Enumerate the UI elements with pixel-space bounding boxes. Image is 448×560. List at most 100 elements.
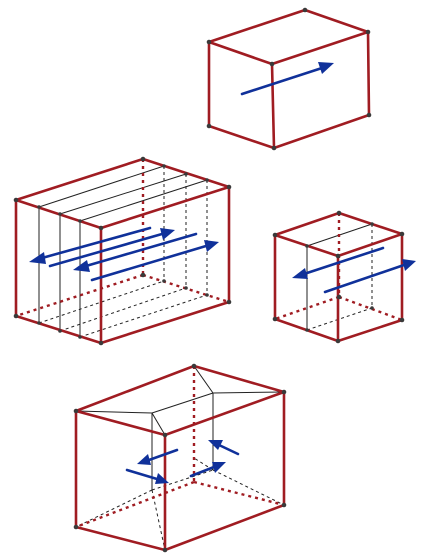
- vertex: [336, 294, 342, 300]
- vertex: [269, 61, 275, 67]
- edge: [336, 318, 404, 343]
- partition-edge: [75, 489, 153, 528]
- partition-edge: [151, 469, 214, 491]
- vertex: [370, 222, 374, 226]
- slab-edge: [59, 173, 187, 215]
- vertex: [162, 547, 168, 553]
- vertex: [281, 389, 287, 395]
- vertex: [191, 363, 197, 369]
- vertex: [13, 313, 19, 319]
- vertex: [206, 39, 212, 45]
- vector-arrow: [90, 240, 219, 282]
- slab-edge: [38, 280, 165, 324]
- vector-arrow: [323, 259, 416, 294]
- partition-edge: [151, 392, 214, 414]
- vertex: [335, 253, 341, 259]
- vertex: [58, 212, 62, 216]
- vertex: [162, 164, 166, 168]
- edge: [366, 30, 371, 117]
- slab-edge: [79, 294, 208, 338]
- vertex: [335, 338, 341, 344]
- edge: [303, 8, 370, 34]
- vertex: [399, 231, 405, 237]
- vertex: [302, 7, 308, 13]
- vector-arrow: [208, 440, 240, 456]
- vertex: [73, 524, 79, 530]
- vertex: [272, 316, 278, 322]
- vertex: [98, 340, 104, 346]
- box-figure-2: [13, 156, 232, 346]
- vertex: [365, 29, 371, 35]
- vector-arrow: [189, 462, 226, 478]
- vertex: [305, 244, 309, 248]
- edge: [14, 157, 145, 202]
- partition-edge: [151, 412, 166, 436]
- partition-edge: [212, 391, 285, 394]
- vertex: [162, 279, 166, 283]
- vertex: [37, 321, 41, 325]
- vertex: [78, 219, 82, 223]
- vertex: [73, 408, 79, 414]
- slab-edge: [38, 165, 165, 208]
- slab-edge: [59, 287, 187, 332]
- vertex: [140, 156, 146, 162]
- vector-arrow: [240, 62, 334, 96]
- edge: [207, 40, 274, 66]
- hidden-edge: [142, 273, 230, 304]
- slab-edge: [306, 307, 373, 331]
- hidden-edge: [193, 480, 285, 507]
- partition-edge: [193, 365, 214, 394]
- vertex: [226, 299, 232, 305]
- vector-arrow: [125, 468, 169, 484]
- vertex: [399, 317, 405, 323]
- vertex: [13, 197, 19, 203]
- edge: [74, 409, 167, 437]
- vertex: [272, 232, 278, 238]
- box-figure-4: [73, 363, 287, 553]
- vertex: [162, 432, 168, 438]
- vertex: [281, 502, 287, 508]
- edge: [74, 525, 167, 552]
- vector-arrow: [137, 448, 179, 465]
- edge: [273, 211, 341, 237]
- hidden-edge: [274, 295, 340, 321]
- vertex: [205, 178, 209, 182]
- partition-edge: [151, 489, 166, 551]
- edge: [272, 113, 371, 150]
- vector-arrow: [292, 246, 385, 279]
- vertex: [336, 210, 342, 216]
- vertex: [98, 225, 104, 231]
- edge: [74, 364, 196, 413]
- vertex: [78, 335, 82, 339]
- vertex: [37, 205, 41, 209]
- vertex: [271, 145, 277, 151]
- edge: [14, 314, 103, 345]
- vertex: [140, 272, 146, 278]
- edge: [336, 232, 404, 258]
- vector-arrow: [48, 228, 175, 268]
- vertex: [226, 184, 232, 190]
- vertex: [370, 306, 374, 310]
- edge: [207, 8, 307, 44]
- edge: [99, 300, 231, 345]
- hidden-edge: [15, 273, 144, 318]
- edge: [192, 364, 286, 394]
- edge: [207, 124, 276, 150]
- vertex: [366, 112, 372, 118]
- edge: [163, 390, 286, 437]
- vector-arrow: [29, 226, 152, 264]
- edge: [163, 503, 286, 552]
- vertex: [184, 286, 188, 290]
- vertex: [205, 293, 209, 297]
- vertex: [206, 123, 212, 129]
- edge: [270, 62, 276, 150]
- partition-edge: [75, 410, 153, 414]
- partition-edge: [193, 457, 214, 471]
- vertex: [58, 329, 62, 333]
- box-figure-3: [272, 210, 416, 344]
- hidden-edge: [75, 480, 195, 529]
- vertex: [184, 172, 188, 176]
- vector-arrow: [73, 232, 198, 272]
- vertex: [305, 328, 309, 332]
